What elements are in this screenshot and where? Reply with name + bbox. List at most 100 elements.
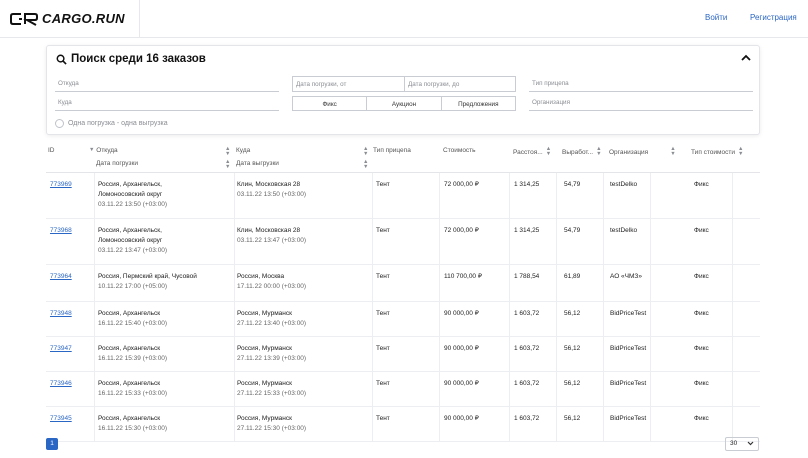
column-divider xyxy=(509,302,510,337)
organization-field[interactable]: Организация xyxy=(529,95,753,111)
chevron-up-icon[interactable] xyxy=(741,54,751,62)
login-link[interactable]: Войти xyxy=(705,13,728,22)
column-divider xyxy=(234,337,235,372)
column-divider xyxy=(509,219,510,265)
rate-cell: 56,12 xyxy=(564,345,581,352)
header-to[interactable]: Куда xyxy=(236,147,250,154)
one-load-label: Одна погрузка - одна выгрузка xyxy=(68,120,168,127)
table-row[interactable]: 773945 Россия, Архангельск 16.11.22 15:30 … xyxy=(46,407,760,442)
from-field[interactable]: Откуда xyxy=(55,76,279,92)
header-cost[interactable]: Стоимость xyxy=(443,147,476,154)
column-divider xyxy=(603,407,604,442)
header-org[interactable]: Организация ▲ ▼ xyxy=(609,146,676,157)
one-load-toggle[interactable]: Одна погрузка - одна выгрузка xyxy=(55,119,168,128)
table-row[interactable]: 773969 Россия, Архангельск, Ломоносовский … xyxy=(46,173,760,219)
header-id[interactable]: ID xyxy=(48,147,55,154)
segment-fix[interactable]: Фикс xyxy=(293,97,368,110)
trailer-cell: Тент xyxy=(376,181,390,188)
register-link[interactable]: Регистрация xyxy=(750,13,797,22)
segment-offers[interactable]: Предложения xyxy=(458,101,499,108)
trailer-cell: Тент xyxy=(376,345,390,352)
trailer-type-field[interactable]: Тип прицепа xyxy=(529,76,753,92)
header-from-sort[interactable]: ▲ ▼ xyxy=(222,146,231,157)
order-id-link[interactable]: 773968 xyxy=(50,227,72,234)
organization-cell: BidPriceTest xyxy=(610,380,647,387)
organization-cell: BidPriceTest xyxy=(610,345,647,352)
trailer-cell: Тент xyxy=(376,227,390,234)
unload-date-cell: 27.11.22 13:39 (+03:00) xyxy=(237,355,307,362)
radio-circle-icon xyxy=(55,119,64,128)
cost-cell: 90 000,00 ₽ xyxy=(444,345,479,352)
column-divider xyxy=(650,337,651,372)
to-cell: Клин, Московская 28 xyxy=(237,227,301,234)
header-cost-type[interactable]: Тип стоимости ▲ ▼ xyxy=(691,146,743,157)
date-from-field[interactable]: Дата погрузки, от xyxy=(292,76,405,92)
per-page-value: 30 xyxy=(730,440,738,447)
header-from[interactable]: ▼ Откуда xyxy=(86,147,118,154)
trailer-cell: Тент xyxy=(376,310,390,317)
sort-icon: ▲ ▼ xyxy=(363,159,369,170)
unload-date-cell: 27.11.22 15:30 (+03:00) xyxy=(237,425,307,432)
from-cell: Россия, Архангельск, xyxy=(98,181,162,188)
table-row[interactable]: 773964 Россия, Пермский край, Чусовой 10.1… xyxy=(46,265,760,302)
date-to-field[interactable]: Дата погрузки, до xyxy=(404,76,516,92)
column-divider xyxy=(556,173,557,219)
header-distance[interactable]: Расстоя... ▲ ▼ xyxy=(513,146,551,157)
order-id-link[interactable]: 773946 xyxy=(50,380,72,387)
sort-icon: ▲ ▼ xyxy=(225,159,231,170)
to-cell: Россия, Мурманск xyxy=(237,380,292,387)
header-rate[interactable]: Выработ... ▲ ▼ xyxy=(562,146,602,157)
column-divider xyxy=(603,372,604,407)
sort-icon: ▲ ▼ xyxy=(225,146,231,157)
search-icon xyxy=(56,54,67,65)
table-row[interactable]: 773948 Россия, Архангельск 16.11.22 15:40 … xyxy=(46,302,760,337)
trailer-cell: Тент xyxy=(376,273,390,280)
header-trailer-label: Тип прицепа xyxy=(373,147,411,154)
column-divider xyxy=(234,407,235,442)
column-divider xyxy=(556,372,557,407)
table-row[interactable]: 773968 Россия, Архангельск, Ломоносовский … xyxy=(46,219,760,265)
distance-cell: 1 314,25 xyxy=(514,227,540,234)
order-id-link[interactable]: 773945 xyxy=(50,415,72,422)
header-trailer[interactable]: Тип прицепа xyxy=(373,147,411,154)
to-cell: Россия, Мурманск xyxy=(237,345,292,352)
sort-icon: ▲ ▼ xyxy=(363,146,369,157)
rate-cell: 56,12 xyxy=(564,310,581,317)
column-divider xyxy=(603,337,604,372)
column-divider xyxy=(94,302,95,337)
logo[interactable]: CARGO.RUN xyxy=(0,0,140,37)
header-divider xyxy=(46,172,760,173)
column-divider xyxy=(372,407,373,442)
header-to-sort[interactable]: ▲ ▼ xyxy=(360,146,369,157)
header-from-label: Откуда xyxy=(96,147,118,154)
from-cell: Россия, Архангельск xyxy=(98,380,161,387)
column-divider xyxy=(94,407,95,442)
order-id-link[interactable]: 773948 xyxy=(50,310,72,317)
column-divider xyxy=(439,337,440,372)
header-unload-date-sort[interactable]: ▲ ▼ xyxy=(360,159,369,170)
header-unload-date[interactable]: Дата выгрузки xyxy=(236,160,279,167)
column-divider xyxy=(603,173,604,219)
order-id-link[interactable]: 773964 xyxy=(50,273,72,280)
column-divider xyxy=(372,265,373,302)
order-id-link[interactable]: 773947 xyxy=(50,345,72,352)
distance-cell: 1 603,72 xyxy=(514,345,540,352)
column-divider xyxy=(439,407,440,442)
column-divider xyxy=(509,407,510,442)
order-id-link[interactable]: 773969 xyxy=(50,181,72,188)
organization-cell: testDelko xyxy=(610,181,638,188)
page-button-1[interactable]: 1 xyxy=(46,438,58,450)
table-row[interactable]: 773947 Россия, Архангельск 16.11.22 15:39 … xyxy=(46,337,760,372)
header-load-date[interactable]: Дата погрузки xyxy=(96,160,138,167)
column-divider xyxy=(234,219,235,265)
per-page-select[interactable]: 30 xyxy=(725,437,759,451)
column-divider xyxy=(556,265,557,302)
table-row[interactable]: 773946 Россия, Архангельск 16.11.22 15:33 … xyxy=(46,372,760,407)
column-divider xyxy=(556,302,557,337)
column-divider xyxy=(603,219,604,265)
column-divider xyxy=(509,265,510,302)
cost-cell: 90 000,00 ₽ xyxy=(444,380,479,387)
to-field[interactable]: Куда xyxy=(55,95,279,111)
segment-auction[interactable]: Аукцион xyxy=(367,97,442,110)
header-load-date-sort[interactable]: ▲ ▼ xyxy=(222,159,231,170)
